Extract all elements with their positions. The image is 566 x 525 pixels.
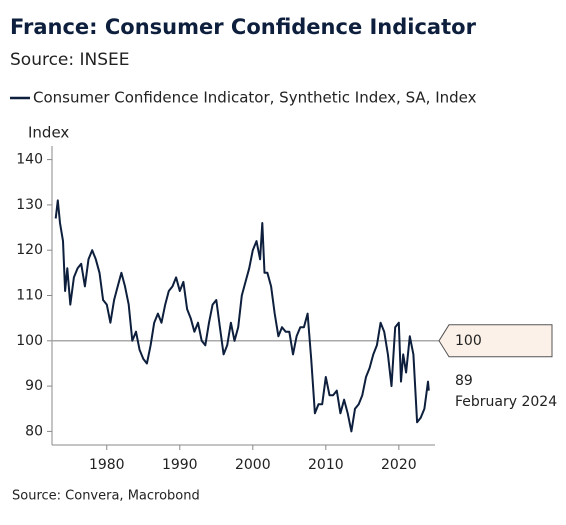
y-tick-label: 110 bbox=[16, 288, 43, 304]
y-tick-label: 120 bbox=[16, 242, 43, 258]
reference-callout bbox=[438, 324, 553, 358]
y-axis-label: Index bbox=[28, 124, 69, 142]
series-line bbox=[54, 199, 430, 433]
y-tick-label: 90 bbox=[25, 378, 43, 394]
y-tick-label: 140 bbox=[16, 152, 43, 168]
y-tick-label: 130 bbox=[16, 197, 43, 213]
x-tick-label: 2020 bbox=[381, 457, 417, 473]
x-tick-label: 2010 bbox=[308, 457, 344, 473]
x-tick-label: 1980 bbox=[89, 457, 125, 473]
x-tick-label: 2000 bbox=[235, 457, 271, 473]
chart-subtitle: Source: INSEE bbox=[10, 50, 130, 70]
chart-title: France: Consumer Confidence Indicator bbox=[10, 15, 477, 39]
legend-label: Consumer Confidence Indicator, Synthetic… bbox=[33, 89, 477, 107]
y-tick-label: 100 bbox=[16, 333, 43, 349]
y-tick-label: 80 bbox=[25, 423, 43, 439]
reference-label: 100 bbox=[455, 333, 482, 349]
x-tick-label: 1990 bbox=[162, 457, 198, 473]
source-note: Source: Convera, Macrobond bbox=[12, 489, 200, 504]
last-date-label: February 2024 bbox=[455, 394, 557, 410]
last-value-label: 89 bbox=[455, 373, 473, 389]
